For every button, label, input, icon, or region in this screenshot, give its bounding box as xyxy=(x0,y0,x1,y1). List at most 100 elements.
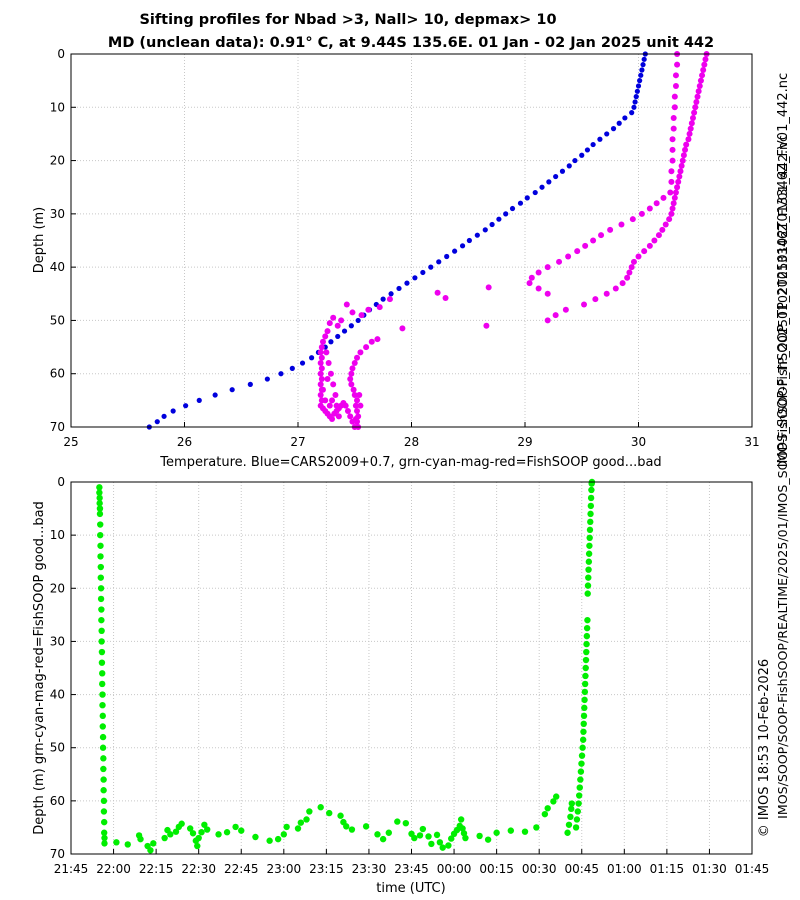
data-point xyxy=(434,289,441,296)
data-point xyxy=(363,344,370,351)
data-point xyxy=(154,419,160,425)
data-point xyxy=(97,553,104,560)
data-point xyxy=(167,831,174,838)
data-point xyxy=(386,296,393,303)
data-point xyxy=(578,752,586,759)
side-file-path-label: IMOS_SOOP-FishSOOP_TP_20250102T013346Z_F… xyxy=(776,73,791,467)
data-point xyxy=(323,349,330,356)
data-point xyxy=(496,216,502,222)
data-point xyxy=(232,823,239,831)
data-point xyxy=(352,416,359,423)
data-point xyxy=(201,821,208,828)
data-point xyxy=(539,184,545,190)
data-point xyxy=(579,736,587,743)
data-point xyxy=(354,408,361,415)
data-point xyxy=(701,61,708,68)
data-point xyxy=(396,285,402,292)
bottom-x-tick-label: 00:15 xyxy=(479,862,514,876)
top-y-tick-label: 0 xyxy=(57,47,65,61)
data-point xyxy=(572,157,578,164)
data-point xyxy=(354,397,361,404)
top-series-3 xyxy=(317,333,381,430)
chart-title-line1: Sifting profiles for Nbad >3, Nall> 10, … xyxy=(139,12,556,28)
bottom-y-tick-label: 50 xyxy=(50,741,65,755)
data-point xyxy=(669,146,676,153)
data-point xyxy=(97,521,104,528)
data-point xyxy=(672,72,679,79)
top-tick-labels: 25 26 27 28 29 30 31 0 10 20 30 40 50 60 70 xyxy=(50,47,760,449)
data-point xyxy=(587,502,595,510)
data-point xyxy=(333,402,340,409)
data-point xyxy=(318,344,325,351)
data-point xyxy=(579,152,585,158)
data-point xyxy=(666,216,673,223)
data-point xyxy=(503,211,509,217)
data-point xyxy=(581,704,588,712)
data-point xyxy=(564,829,571,836)
data-point xyxy=(582,656,590,664)
data-point xyxy=(223,829,231,836)
data-point xyxy=(462,834,469,842)
data-point xyxy=(699,72,706,79)
data-point xyxy=(585,550,593,557)
data-point xyxy=(584,147,591,153)
data-point xyxy=(101,840,108,847)
bottom-y-tick-label: 10 xyxy=(50,528,65,542)
data-point xyxy=(580,712,588,720)
data-point xyxy=(113,839,120,846)
data-point xyxy=(100,765,107,773)
data-point xyxy=(638,72,644,78)
data-point xyxy=(556,258,563,265)
data-point xyxy=(566,163,572,169)
data-point xyxy=(544,290,551,297)
data-point xyxy=(347,376,354,383)
data-point xyxy=(535,285,542,292)
data-point xyxy=(319,338,326,345)
data-point xyxy=(352,402,359,409)
data-point xyxy=(161,413,167,419)
data-point xyxy=(350,386,357,393)
top-gridlines xyxy=(70,53,753,428)
data-point xyxy=(399,325,406,332)
data-point xyxy=(341,328,348,334)
data-point xyxy=(404,280,410,286)
data-point xyxy=(329,397,336,404)
bottom-x-tick-label: 00:45 xyxy=(564,862,599,876)
data-point xyxy=(365,306,372,313)
data-point xyxy=(280,831,288,838)
data-point xyxy=(575,800,582,807)
data-point xyxy=(330,314,337,321)
data-point xyxy=(319,386,326,393)
data-point xyxy=(351,360,358,367)
data-point xyxy=(674,184,681,191)
data-point xyxy=(309,355,315,361)
data-point xyxy=(198,829,205,836)
bottom-x-tick-label: 21:45 xyxy=(54,862,89,876)
data-point xyxy=(457,816,465,823)
bottom-x-tick-label: 00:30 xyxy=(522,862,557,876)
top-y-axis-label: Depth (m) xyxy=(32,207,47,274)
data-point xyxy=(640,62,646,68)
data-point xyxy=(419,825,427,833)
bottom-plot-area xyxy=(96,478,596,854)
data-point xyxy=(283,823,290,831)
bottom-x-tick-label: 22:45 xyxy=(224,862,259,876)
data-point xyxy=(526,280,533,287)
data-point xyxy=(326,320,333,327)
data-point xyxy=(357,402,364,409)
data-point xyxy=(485,284,492,291)
data-point xyxy=(402,819,410,827)
data-point xyxy=(337,812,344,819)
data-point xyxy=(590,141,596,148)
data-point xyxy=(586,534,593,541)
data-point xyxy=(533,824,540,831)
data-point xyxy=(686,130,693,137)
data-point xyxy=(325,360,332,367)
data-point xyxy=(638,210,645,217)
data-point xyxy=(550,798,557,805)
data-point xyxy=(668,210,675,217)
data-point xyxy=(580,728,587,735)
data-point xyxy=(581,696,588,704)
data-point xyxy=(552,312,559,319)
data-point xyxy=(622,115,628,121)
